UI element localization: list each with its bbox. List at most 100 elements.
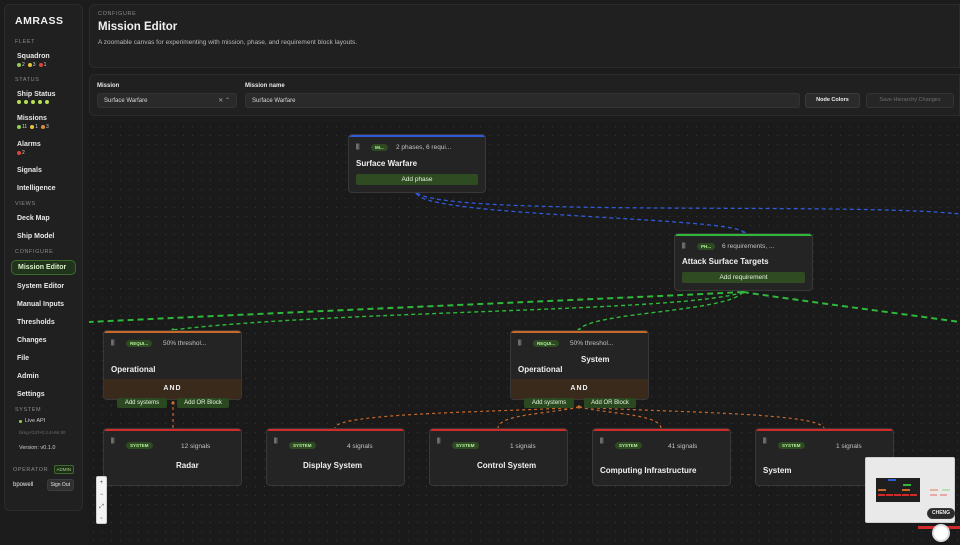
drag-handle-icon[interactable]: ||| (111, 438, 115, 444)
user-row: bpowell Sign Out (13, 479, 74, 491)
add-or-block-button[interactable]: Add OR Block (584, 398, 636, 408)
add-requirement-button[interactable]: Add requirement (682, 272, 805, 283)
sidebar-item-squadron[interactable]: Squadron 2 3 1 (11, 50, 76, 71)
node-name: Surface Warfare (356, 159, 418, 168)
node-summary: 2 phases, 6 requi... (396, 144, 452, 151)
sidebar-item-label: Missions (17, 115, 47, 122)
handle-dot (741, 290, 745, 294)
sidebar: AMRASS FLEET Squadron 2 3 1 STATUS Ship … (4, 4, 83, 511)
node-type-badge: PH... (697, 243, 716, 250)
sidebar-item-thresholds[interactable]: Thresholds (17, 319, 55, 326)
node-type-badge: SYSTEM (452, 442, 479, 449)
status-red-dot (17, 151, 21, 155)
alarms-status-counts: 2 (17, 150, 70, 156)
mission-canvas[interactable]: ||| MI... 2 phases, 6 requi... Surface W… (89, 122, 960, 545)
add-or-block-button[interactable]: Add OR Block (177, 398, 229, 408)
mission-select[interactable]: Surface Warfare ✕ ⌃ (97, 93, 237, 108)
sidebar-item-admin[interactable]: Admin (17, 373, 39, 380)
section-label-status: STATUS (15, 77, 40, 83)
drag-handle-icon[interactable]: ||| (682, 243, 686, 249)
sidebar-item-signals[interactable]: Signals (17, 167, 42, 174)
node-color-bar (511, 331, 648, 333)
node-color-bar (756, 429, 893, 431)
sidebar-item-mission-editor[interactable]: Mission Editor (11, 260, 76, 275)
add-phase-button[interactable]: Add phase (356, 174, 478, 185)
status-green-dot (17, 125, 21, 129)
live-api-status: Live API (11, 418, 76, 424)
node-color-bar (675, 234, 812, 236)
add-systems-button[interactable]: Add systems (117, 398, 167, 408)
system-node-computing[interactable]: ||| SYSTEM 41 signals Computing Infrastr… (592, 428, 731, 486)
mission-select-value: Surface Warfare (104, 98, 148, 104)
count-ok: 11 (22, 124, 28, 130)
fit-view-icon[interactable]: ⤢ (99, 504, 104, 510)
mission-form: Mission Surface Warfare ✕ ⌃ Mission name… (89, 74, 960, 116)
operator-label: OPERATOR (13, 466, 49, 473)
node-summary: 1 signals (510, 443, 536, 450)
sidebar-item-label: Ship Status (17, 91, 56, 98)
zoom-out-icon[interactable]: − (99, 492, 104, 498)
sidebar-item-changes[interactable]: Changes (17, 337, 47, 344)
drag-handle-icon[interactable]: ||| (518, 340, 522, 346)
lock-icon[interactable]: ▫ (100, 516, 103, 522)
node-summary: 12 signals (181, 443, 211, 450)
zoom-in-icon[interactable]: + (99, 480, 104, 486)
phase-node[interactable]: ||| PH... 6 requirements, ... Attack Sur… (674, 233, 813, 291)
clear-icon[interactable]: ✕ ⌃ (218, 98, 230, 104)
drag-handle-icon[interactable]: ||| (600, 438, 604, 444)
minimap-view (876, 478, 950, 502)
sidebar-item-missions[interactable]: Missions 11 1 3 (11, 112, 76, 133)
operator-row: OPERATOR ADMIN (13, 465, 74, 474)
avatar[interactable] (932, 524, 950, 542)
drag-handle-icon[interactable]: ||| (274, 438, 278, 444)
drag-handle-icon[interactable]: ||| (437, 438, 441, 444)
sidebar-item-file[interactable]: File (17, 355, 30, 362)
node-color-bar (349, 135, 485, 137)
edge-mission-offscreen (416, 192, 960, 215)
count-alert: 3 (45, 124, 49, 130)
minimap-node (894, 494, 901, 496)
mission-node[interactable]: ||| MI... 2 phases, 6 requi... Surface W… (348, 134, 486, 193)
sidebar-item-system-editor[interactable]: System Editor (17, 283, 65, 290)
system-node-radar[interactable]: ||| SYSTEM 12 signals Radar (103, 428, 242, 486)
sidebar-item-manual-inputs[interactable]: Manual Inputs (17, 301, 65, 308)
sign-out-button[interactable]: Sign Out (46, 479, 74, 491)
node-name: Attack Surface Targets (682, 257, 769, 266)
sidebar-item-intelligence[interactable]: Intelligence (17, 185, 56, 192)
status-yellow-dot (27, 63, 32, 67)
minimap-node (902, 489, 910, 491)
status-yellow-dot (30, 125, 35, 129)
sidebar-item-ship-status[interactable]: Ship Status (11, 88, 76, 107)
node-name: Operational (111, 365, 156, 374)
page-header: CONFIGURE Mission Editor A zoomable canv… (89, 4, 960, 68)
mission-name-input[interactable]: Surface Warfare (245, 93, 800, 108)
sidebar-item-deck-map[interactable]: Deck Map (17, 215, 50, 222)
user-chip[interactable]: CHENG (927, 508, 955, 519)
live-dot (19, 419, 22, 423)
node-summary: 1 signals (836, 443, 862, 450)
system-node-control[interactable]: ||| SYSTEM 1 signals Control System (429, 428, 568, 486)
node-color-bar (430, 429, 567, 431)
minimap[interactable] (865, 457, 955, 523)
drag-handle-icon[interactable]: ||| (356, 144, 360, 150)
sidebar-item-ship-model[interactable]: Ship Model (17, 233, 55, 240)
drag-handle-icon[interactable]: ||| (763, 438, 767, 444)
sidebar-item-settings[interactable]: Settings (17, 391, 45, 398)
save-hierarchy-button[interactable]: Save Hierarchy Changes (866, 93, 954, 108)
requirement-node[interactable]: ||| REQUI... 50% threshol... System Oper… (510, 330, 649, 400)
role-badge: ADMIN (53, 465, 74, 474)
status-dot (17, 100, 21, 104)
requirement-node[interactable]: ||| REQUI... 50% threshol... Operational… (103, 330, 242, 400)
system-node-display[interactable]: ||| SYSTEM 4 signals Display System (266, 428, 405, 486)
node-summary: 50% threshol... (570, 340, 614, 347)
squadron-status-counts: 2 3 1 (17, 62, 70, 68)
node-type-badge: SYSTEM (126, 442, 153, 449)
handle-dot (171, 401, 175, 405)
add-systems-button[interactable]: Add systems (524, 398, 574, 408)
minimap-node (910, 494, 917, 496)
drag-handle-icon[interactable]: ||| (111, 340, 115, 346)
node-colors-button[interactable]: Node Colors (805, 93, 860, 108)
version-label: Version: v0.1.0 (19, 445, 56, 451)
missions-status-counts: 11 1 3 (17, 124, 70, 130)
sidebar-item-alarms[interactable]: Alarms 2 (11, 138, 76, 159)
